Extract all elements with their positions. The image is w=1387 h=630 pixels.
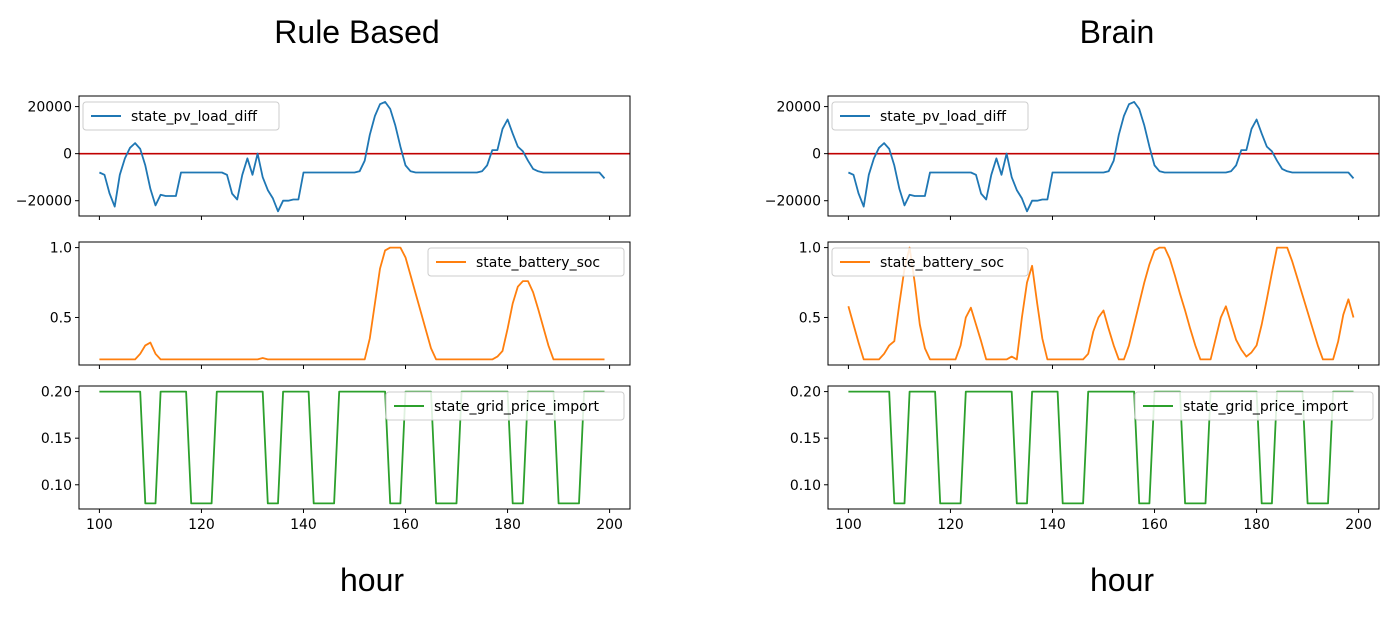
legend-label: state_pv_load_diff	[131, 109, 257, 125]
chart-brain: −20000 0 20000 state_pv_load_diff 0.5 1.0 stat…	[765, 95, 1380, 533]
y-tick-label: 0.15	[41, 431, 72, 447]
legend-box	[831, 247, 1029, 277]
axes-frame	[827, 95, 1380, 217]
x-tick-label: 140	[1039, 517, 1066, 533]
subplot-3: 0.10 0.15 0.20 100 120 140 160 180 200 state_grid…	[790, 385, 1380, 533]
subplot-2: 0.5 1.0 state_battery_soc	[799, 241, 1380, 369]
x-tick-label: 200	[596, 517, 623, 533]
legend-box	[831, 101, 1029, 131]
chart-title-rule-based: Rule Based	[274, 14, 440, 50]
legend-label: state_grid_price_import	[1183, 399, 1348, 415]
axes-frame	[827, 385, 1380, 510]
subplot-1: −20000 0 20000 state_pv_load_diff	[765, 95, 1380, 220]
legend: state_battery_soc	[831, 247, 1029, 277]
y-tick-label: 0.10	[790, 478, 821, 494]
series-line-state_pv_load_diff	[99, 101, 606, 213]
legend-label: state_battery_soc	[880, 255, 1004, 271]
axes-frame	[78, 385, 631, 510]
x-tick-label: 120	[937, 517, 964, 533]
subplot-1: −20000 0 20000 state_pv_load_diff	[16, 95, 631, 220]
y-tick-label: 0.5	[799, 310, 821, 326]
x-tick-label: 160	[392, 517, 419, 533]
axes-frame	[78, 241, 631, 366]
legend-box	[385, 391, 625, 421]
legend: state_grid_price_import	[1134, 391, 1374, 421]
y-tick-label: 1.0	[799, 241, 821, 257]
y-tick-label: −20000	[16, 194, 72, 210]
x-tick-label: 180	[1243, 517, 1270, 533]
y-tick-label: 0	[812, 147, 821, 163]
chart-rule-based: −20000 0 20000 state_pv_load_diff 0.5 1.0 stat…	[16, 95, 631, 533]
series-line-state_battery_soc	[847, 246, 1355, 361]
y-tick-label: 0.15	[790, 431, 821, 447]
y-tick-label: 0	[63, 147, 72, 163]
x-tick-label: 180	[494, 517, 521, 533]
legend-box	[82, 101, 280, 131]
x-axis-label-rule-based: hour	[339, 562, 405, 598]
legend-label: state_pv_load_diff	[880, 109, 1006, 125]
y-tick-label: 20000	[776, 100, 821, 116]
subplot-2: 0.5 1.0 state_battery_soc	[50, 241, 631, 369]
x-tick-label: 100	[835, 517, 862, 533]
legend: state_battery_soc	[427, 247, 625, 277]
y-tick-label: −20000	[765, 194, 821, 210]
legend-label: state_battery_soc	[476, 255, 600, 271]
y-tick-label: 0.10	[41, 478, 72, 494]
y-tick-label: 0.5	[50, 310, 72, 326]
x-tick-label: 100	[86, 517, 113, 533]
series-line-state_grid_price_import	[99, 390, 605, 505]
series-line-state_grid_price_import	[848, 390, 1354, 505]
legend: state_pv_load_diff	[82, 101, 280, 131]
legend-label: state_grid_price_import	[434, 399, 599, 415]
series-line-state_battery_soc	[99, 246, 605, 361]
legend: state_pv_load_diff	[831, 101, 1029, 131]
x-tick-label: 200	[1345, 517, 1372, 533]
legend-box	[1134, 391, 1374, 421]
y-tick-label: 0.20	[790, 385, 821, 401]
y-tick-label: 0.20	[41, 385, 72, 401]
legend: state_grid_price_import	[385, 391, 625, 421]
axes-frame	[827, 241, 1380, 366]
x-tick-label: 160	[1141, 517, 1168, 533]
x-tick-label: 120	[188, 517, 215, 533]
x-axis-label-brain: hour	[1089, 562, 1155, 598]
chart-title-brain: Brain	[1079, 14, 1155, 50]
legend-box	[427, 247, 625, 277]
y-tick-label: 20000	[27, 100, 72, 116]
x-tick-label: 140	[290, 517, 317, 533]
axes-frame	[78, 95, 631, 217]
series-line-state_pv_load_diff	[848, 101, 1355, 213]
y-tick-label: 1.0	[50, 241, 72, 257]
subplot-3: 0.10 0.15 0.20 100 120 140 160 180 200 state_grid…	[41, 385, 631, 533]
